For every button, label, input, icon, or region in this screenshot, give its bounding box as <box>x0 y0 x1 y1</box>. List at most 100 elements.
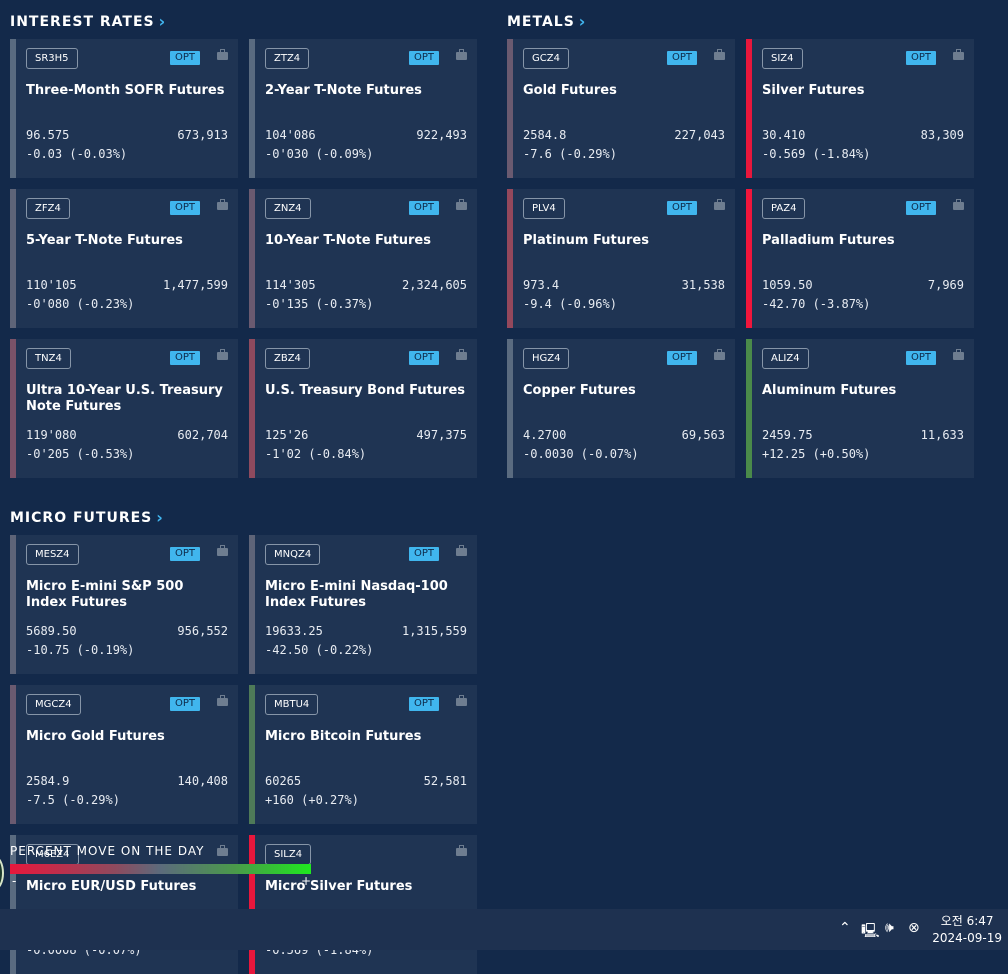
section-title-micro-futures[interactable]: MICRO FUTURES › <box>10 508 164 527</box>
contract-card[interactable]: ZTZ4 OPT 2-Year T-Note Futures 104'086 922,4… <box>249 39 477 178</box>
opt-badge[interactable]: OPT <box>408 697 439 711</box>
contract-symbol[interactable]: MGCZ4 <box>26 694 81 715</box>
opt-badge[interactable]: OPT <box>666 351 697 365</box>
briefcase-icon[interactable] <box>456 349 467 360</box>
last-price: 119'080 <box>26 428 77 442</box>
price-change: -42.70 (-3.87%) <box>762 297 871 311</box>
last-price: 2584.9 <box>26 774 70 788</box>
contract-card[interactable]: GCZ4 OPT Gold Futures 2584.8 227,043 -7.6 (-0… <box>507 39 735 178</box>
contract-symbol[interactable]: ZNZ4 <box>265 198 311 219</box>
contract-symbol[interactable]: SILZ4 <box>265 844 312 865</box>
briefcase-icon[interactable] <box>714 199 725 210</box>
briefcase-icon[interactable] <box>217 695 228 706</box>
opt-badge[interactable]: OPT <box>408 547 439 561</box>
opt-badge[interactable]: OPT <box>666 201 697 215</box>
contract-symbol[interactable]: ZBZ4 <box>265 348 310 369</box>
contract-card[interactable]: HGZ4 OPT Copper Futures 4.2700 69,563 -0.0030… <box>507 339 735 478</box>
opt-badge[interactable]: OPT <box>169 51 200 65</box>
section-title-metals[interactable]: METALS › <box>507 12 586 31</box>
last-price: 973.4 <box>523 278 560 292</box>
floating-widget-edge[interactable] <box>0 856 4 890</box>
contract-symbol[interactable]: PAZ4 <box>762 198 806 219</box>
briefcase-icon[interactable] <box>953 349 964 360</box>
section-title-interest-rates[interactable]: INTEREST RATES › <box>10 12 166 31</box>
contract-card[interactable]: PAZ4 OPT Palladium Futures 1059.50 7,969 -42.… <box>746 189 974 328</box>
contract-symbol[interactable]: ZTZ4 <box>265 48 310 69</box>
last-price: 19633.25 <box>265 624 323 638</box>
contract-card[interactable]: PLV4 OPT Platinum Futures 973.4 31,538 -9.4 (… <box>507 189 735 328</box>
price-change: -1'02 (-0.84%) <box>265 447 367 461</box>
briefcase-icon[interactable] <box>456 199 467 210</box>
opt-badge[interactable]: OPT <box>169 697 200 711</box>
contract-symbol[interactable]: TNZ4 <box>26 348 71 369</box>
speaker-icon[interactable]: 🕪 <box>885 920 894 936</box>
volume: 69,563 <box>681 428 725 442</box>
contract-name: 2-Year T-Note Futures <box>265 83 422 98</box>
opt-badge[interactable]: OPT <box>169 201 200 215</box>
contract-symbol[interactable]: MBTU4 <box>265 694 319 715</box>
contract-card[interactable]: SIZ4 OPT Silver Futures 30.410 83,309 -0.569 … <box>746 39 974 178</box>
briefcase-icon[interactable] <box>217 349 228 360</box>
contract-symbol[interactable]: MNQZ4 <box>265 544 321 565</box>
price-change: -0.0030 (-0.07%) <box>523 447 639 461</box>
briefcase-icon[interactable] <box>217 545 228 556</box>
contract-card[interactable]: MNQZ4 OPT Micro E-mini Nasdaq-100 Index Fu… <box>249 535 477 674</box>
contract-card[interactable]: TNZ4 OPT Ultra 10-Year U.S. Treasury Note … <box>10 339 238 478</box>
briefcase-icon[interactable] <box>953 199 964 210</box>
section-title-label: MICRO FUTURES <box>10 509 153 526</box>
contract-symbol[interactable]: GCZ4 <box>523 48 569 69</box>
contract-card[interactable]: SR3H5 OPT Three-Month SOFR Futures 96.575 67… <box>10 39 238 178</box>
briefcase-icon[interactable] <box>456 49 467 60</box>
legend-title: PERCENT MOVE ON THE DAY <box>10 844 205 858</box>
opt-badge[interactable]: OPT <box>666 51 697 65</box>
chevron-right-icon: › <box>158 12 167 31</box>
contract-name: Platinum Futures <box>523 233 649 248</box>
opt-badge[interactable]: OPT <box>169 351 200 365</box>
contract-name: Micro Silver Futures <box>265 879 413 894</box>
opt-badge[interactable]: OPT <box>905 51 936 65</box>
contract-symbol[interactable]: PLV4 <box>523 198 565 219</box>
briefcase-icon[interactable] <box>456 695 467 706</box>
briefcase-icon[interactable] <box>217 845 228 856</box>
close-circle-icon[interactable]: ⊗ <box>908 920 920 936</box>
opt-badge[interactable]: OPT <box>408 51 439 65</box>
contract-card[interactable]: MESZ4 OPT Micro E-mini S&P 500 Index Futur… <box>10 535 238 674</box>
opt-badge[interactable]: OPT <box>905 201 936 215</box>
contract-symbol[interactable]: HGZ4 <box>523 348 570 369</box>
contract-card[interactable]: ZNZ4 OPT 10-Year T-Note Futures 114'305 2,32… <box>249 189 477 328</box>
volume: 227,043 <box>674 128 725 142</box>
opt-badge[interactable]: OPT <box>169 547 200 561</box>
volume: 1,477,599 <box>162 278 228 292</box>
contract-symbol[interactable]: MESZ4 <box>26 544 79 565</box>
taskbar-clock[interactable]: 오전 6:47 2024-09-19 <box>932 913 1002 947</box>
briefcase-icon[interactable] <box>714 349 725 360</box>
contract-card[interactable]: MBTU4 OPT Micro Bitcoin Futures 60265 52,581… <box>249 685 477 824</box>
contract-card[interactable]: MGCZ4 OPT Micro Gold Futures 2584.9 140,408 -… <box>10 685 238 824</box>
contract-symbol[interactable]: SR3H5 <box>26 48 78 69</box>
opt-badge[interactable]: OPT <box>905 351 936 365</box>
last-price: 4.2700 <box>523 428 567 442</box>
briefcase-icon[interactable] <box>953 49 964 60</box>
contract-card[interactable]: ZFZ4 OPT 5-Year T-Note Futures 110'105 1,477… <box>10 189 238 328</box>
network-icon[interactable]: 🖳 <box>861 923 880 939</box>
volume: 1,315,559 <box>401 624 467 638</box>
opt-badge[interactable]: OPT <box>408 201 439 215</box>
contract-symbol[interactable]: ZFZ4 <box>26 198 70 219</box>
briefcase-icon[interactable] <box>714 49 725 60</box>
volume: 83,309 <box>920 128 964 142</box>
contract-card[interactable]: ALIZ4 OPT Aluminum Futures 2459.75 11,633 +12… <box>746 339 974 478</box>
chevron-up-icon[interactable]: ⌃ <box>839 920 851 936</box>
briefcase-icon[interactable] <box>456 545 467 556</box>
briefcase-icon[interactable] <box>217 199 228 210</box>
briefcase-icon[interactable] <box>217 49 228 60</box>
contract-symbol[interactable]: SIZ4 <box>762 48 803 69</box>
briefcase-icon[interactable] <box>456 845 467 856</box>
contract-card[interactable]: ZBZ4 OPT U.S. Treasury Bond Futures 125'26 4… <box>249 339 477 478</box>
contract-symbol[interactable]: ALIZ4 <box>762 348 809 369</box>
volume: 922,493 <box>416 128 467 142</box>
price-change: -10.75 (-0.19%) <box>26 643 135 657</box>
contract-name: 5-Year T-Note Futures <box>26 233 183 248</box>
opt-badge[interactable]: OPT <box>408 351 439 365</box>
price-change: -0.569 (-1.84%) <box>762 147 871 161</box>
